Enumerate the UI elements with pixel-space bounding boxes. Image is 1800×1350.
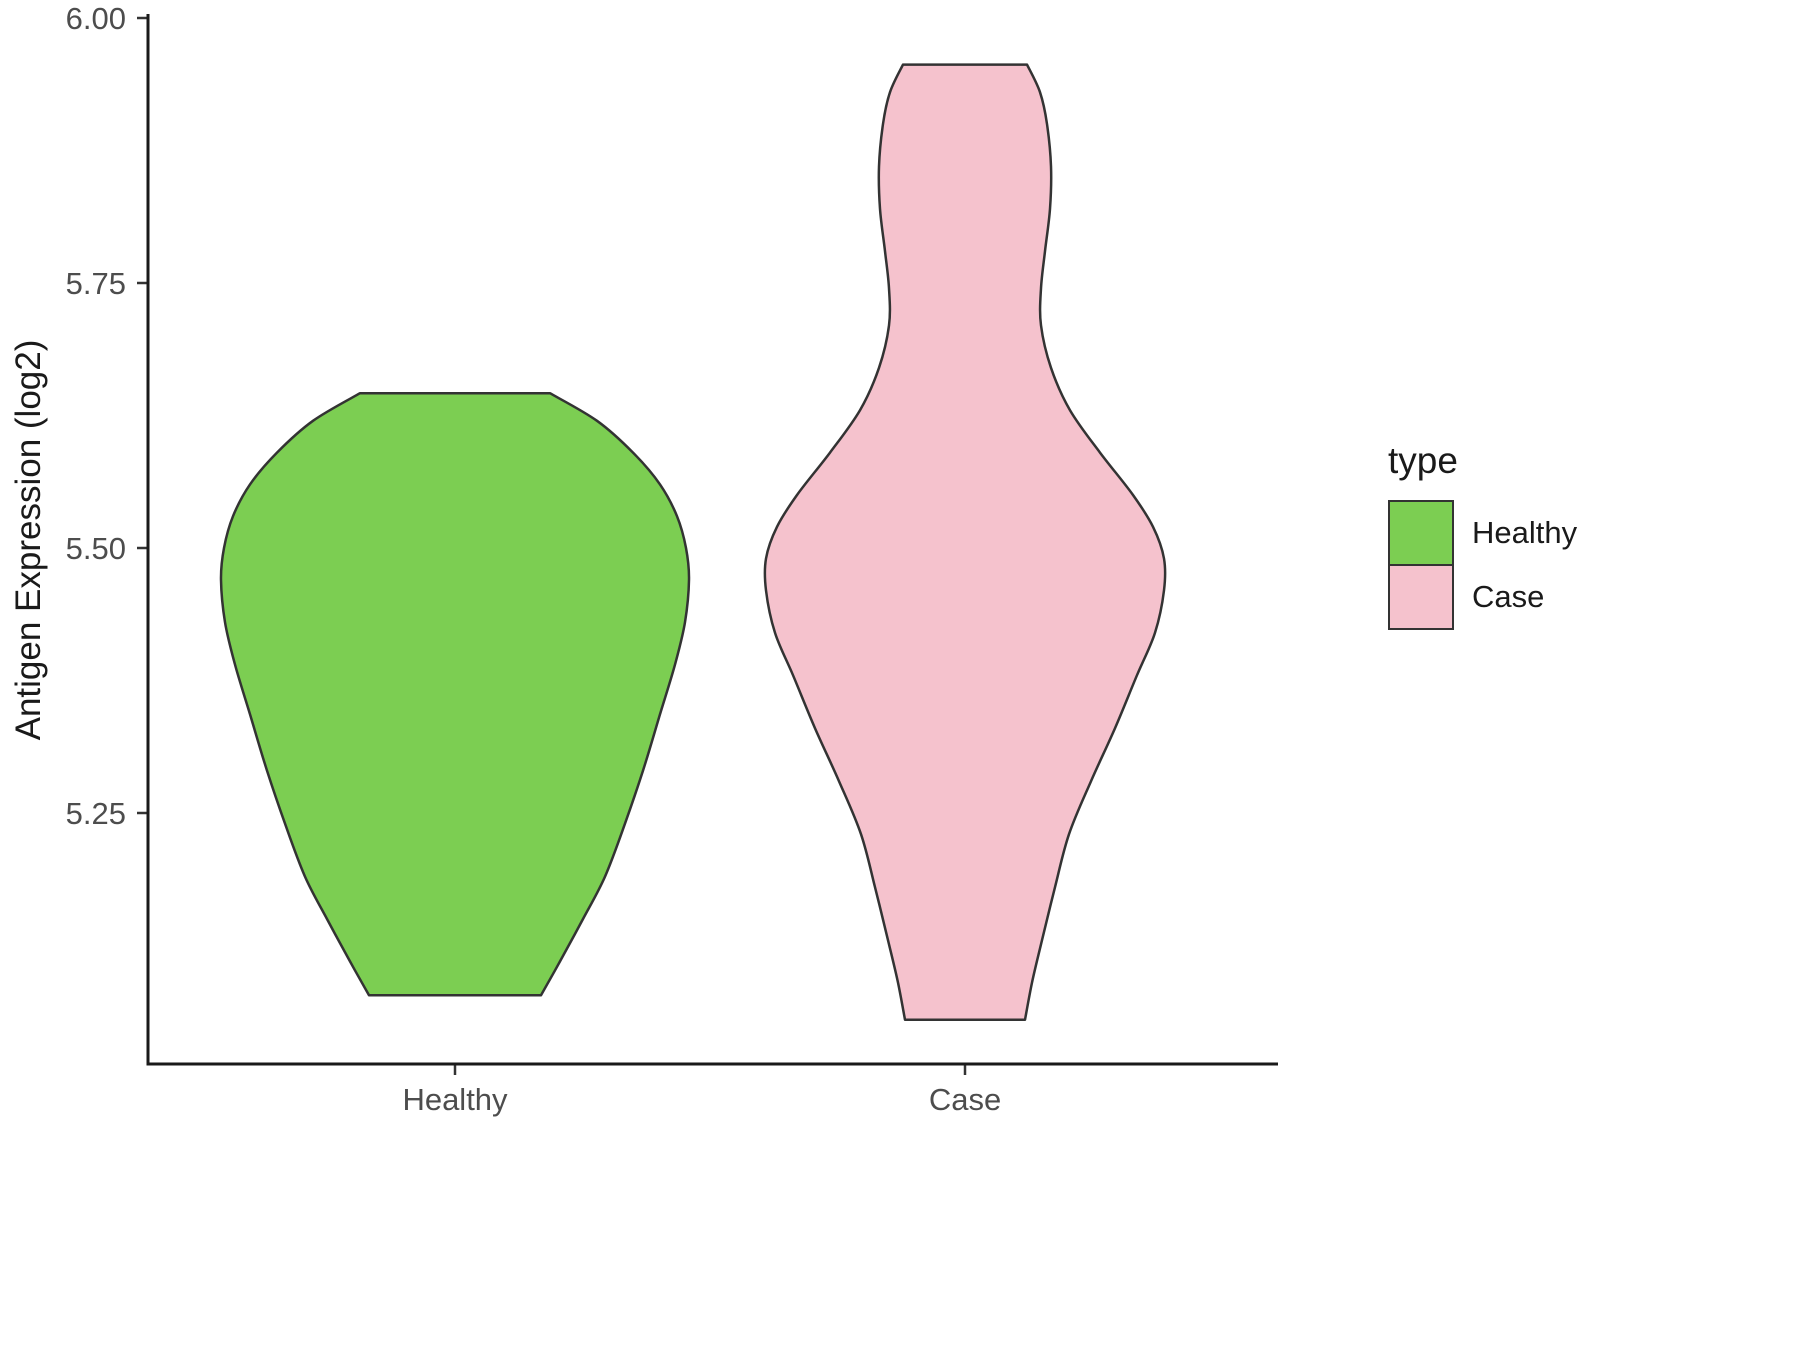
y-tick-label: 5.50 bbox=[66, 531, 126, 566]
legend-swatch-healthy bbox=[1388, 500, 1454, 566]
violin-case bbox=[763, 63, 1167, 1021]
y-axis-ticks: 6.00 5.75 5.50 5.25 bbox=[66, 1, 148, 831]
legend-label: Case bbox=[1472, 579, 1545, 614]
x-axis-ticks: Healthy Case bbox=[402, 1064, 1001, 1117]
violins-group bbox=[219, 63, 1167, 1021]
y-axis-title: Antigen Expression (log2) bbox=[9, 340, 48, 741]
legend-items: Healthy Case bbox=[1388, 500, 1577, 630]
legend-item-case: Case bbox=[1388, 564, 1577, 630]
x-tick-label-healthy: Healthy bbox=[402, 1082, 508, 1117]
legend-label: Healthy bbox=[1472, 515, 1578, 550]
y-tick-label: 6.00 bbox=[66, 1, 126, 36]
violin-healthy bbox=[219, 391, 691, 997]
y-tick-label: 5.75 bbox=[66, 266, 126, 301]
legend-title: type bbox=[1388, 440, 1458, 481]
legend: type Healthy Case bbox=[1388, 440, 1577, 630]
legend-swatch-case bbox=[1388, 564, 1454, 630]
x-tick-label-case: Case bbox=[929, 1082, 1001, 1117]
legend-item-healthy: Healthy bbox=[1388, 500, 1577, 566]
y-tick-label: 5.25 bbox=[66, 796, 126, 831]
